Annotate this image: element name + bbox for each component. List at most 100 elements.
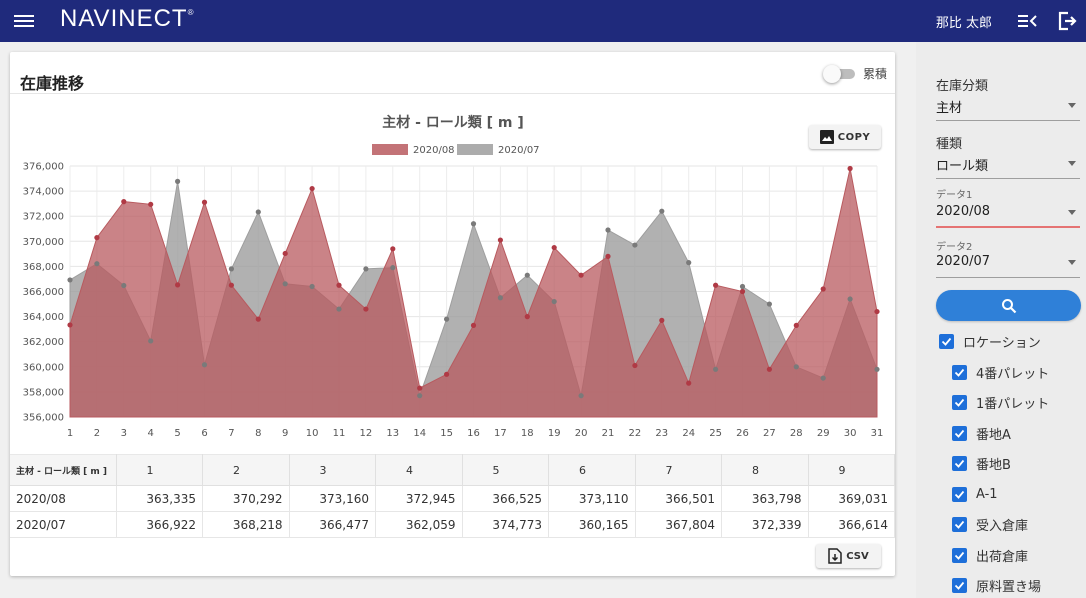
data-point	[632, 242, 638, 248]
data-point	[659, 208, 665, 214]
category-label: 在庫分類	[936, 79, 989, 94]
search-button[interactable]	[936, 290, 1081, 321]
x-tick-label: 5	[174, 428, 180, 439]
copy-chart-button[interactable]: COPY	[809, 125, 881, 149]
x-tick-label: 30	[844, 428, 857, 439]
user-name[interactable]: 那比 太郎	[935, 16, 992, 31]
data-point	[686, 380, 692, 386]
data-point	[67, 322, 73, 328]
location-item-label: 番地B	[976, 458, 1011, 473]
logout-icon[interactable]	[1056, 10, 1078, 32]
location-item-checkbox[interactable]: 4番パレット	[952, 362, 1049, 382]
data-point	[282, 250, 288, 257]
data-point	[175, 282, 181, 288]
data-point	[524, 272, 530, 278]
y-tick-label: 356,000	[23, 413, 64, 424]
x-tick-label: 10	[306, 428, 319, 439]
brand-mark: ®	[187, 8, 195, 17]
chart-title: 主材 - ロール類 [ m ]	[382, 114, 524, 131]
table-column-header: 5	[462, 454, 549, 486]
x-tick-label: 11	[333, 428, 346, 439]
x-tick-label: 19	[548, 428, 561, 439]
location-item-checkbox[interactable]: A-1	[952, 484, 998, 504]
data-point	[255, 209, 261, 215]
x-tick-label: 4	[148, 428, 154, 439]
x-tick-label: 18	[521, 428, 534, 439]
x-tick-label: 17	[494, 428, 507, 439]
checkbox-checked-icon	[952, 456, 967, 471]
location-item-checkbox[interactable]: 受入倉庫	[952, 515, 1028, 535]
brand-logo[interactable]: NAVINECT®	[60, 5, 194, 33]
table-column-header: 8	[721, 454, 809, 486]
location-item-label: 4番パレット	[976, 366, 1050, 382]
category-select[interactable]: 主材	[936, 97, 1080, 119]
data-point	[578, 272, 584, 278]
data-point	[444, 371, 450, 377]
data-point	[282, 281, 288, 287]
y-tick-label: 368,000	[23, 262, 64, 273]
location-item-label: 1番パレット	[976, 397, 1050, 412]
chevron-down-icon	[1068, 260, 1076, 265]
table-cell: 366,525	[462, 485, 549, 512]
table-column-header: 1	[116, 454, 203, 486]
x-tick-label: 8	[255, 428, 261, 439]
data-point	[820, 286, 826, 292]
data2-label: データ2	[936, 242, 973, 253]
category-value: 主材	[936, 101, 963, 116]
y-tick-label: 358,000	[23, 387, 64, 398]
x-tick-label: 23	[655, 428, 668, 439]
data-point	[739, 283, 746, 290]
data-point	[201, 362, 208, 368]
csv-download-button[interactable]: CSV	[816, 544, 881, 568]
table-cell: 372,339	[721, 511, 809, 538]
data-point	[605, 253, 611, 259]
location-item-checkbox[interactable]: 番地A	[952, 423, 1011, 443]
brand-name: NAVINECT	[60, 5, 188, 32]
checkbox-checked-icon	[952, 547, 967, 563]
search-icon	[1001, 298, 1016, 313]
location-item-label: A-1	[976, 486, 998, 502]
hamburger-menu-icon[interactable]	[14, 12, 34, 30]
data-point	[470, 322, 477, 328]
location-item-checkbox[interactable]: 番地B	[952, 454, 1011, 474]
data-point	[713, 366, 719, 372]
checkbox-checked-icon	[952, 517, 967, 532]
x-tick-label: 24	[682, 428, 695, 439]
table-cell: 360,165	[548, 511, 636, 538]
table-cell: 373,160	[289, 485, 376, 512]
chevron-down-icon	[1068, 210, 1076, 215]
x-tick-label: 2	[94, 428, 100, 439]
location-item-checkbox[interactable]: 1番パレット	[952, 393, 1049, 413]
data-point	[444, 316, 450, 322]
csv-button-label: CSV	[846, 550, 869, 562]
x-tick-label: 28	[790, 428, 803, 439]
checkbox-checked-icon	[952, 578, 967, 593]
checkbox-checked-icon	[952, 425, 967, 441]
table-corner-header: 主材 - ロール類 [ m ]	[10, 454, 117, 486]
location-item-checkbox[interactable]: 原料置き場	[952, 576, 1041, 596]
y-tick-label: 366,000	[23, 287, 64, 298]
app-header: NAVINECT® 那比 太郎	[0, 0, 1086, 42]
location-checkbox[interactable]: ロケーション	[939, 331, 1041, 351]
data2-select[interactable]: 2020/07	[936, 254, 1080, 276]
collapse-panel-icon[interactable]	[1016, 10, 1038, 32]
file-download-icon	[828, 548, 843, 564]
cumulative-toggle[interactable]	[823, 65, 859, 83]
table-column-header: 2	[202, 454, 290, 486]
table-cell: 366,477	[289, 511, 376, 538]
type-value: ロール類	[936, 159, 989, 174]
image-icon	[819, 130, 834, 144]
type-select[interactable]: ロール類	[936, 155, 1080, 177]
filter-sidebar: 在庫分類 主材 種類 ロール類 データ1 2020/08 データ2 2020/0…	[916, 42, 1086, 598]
data-point	[363, 306, 369, 312]
x-tick-label: 7	[228, 428, 234, 439]
table-cell: 366,922	[116, 511, 203, 538]
data-point	[228, 282, 234, 288]
data-point	[686, 260, 692, 266]
location-item-checkbox[interactable]: 出荷倉庫	[952, 545, 1028, 565]
data-point	[766, 366, 773, 372]
data1-select[interactable]: 2020/08	[936, 204, 1080, 226]
chart-legend: 2020/08 2020/07	[372, 144, 540, 156]
data-point	[793, 364, 799, 370]
